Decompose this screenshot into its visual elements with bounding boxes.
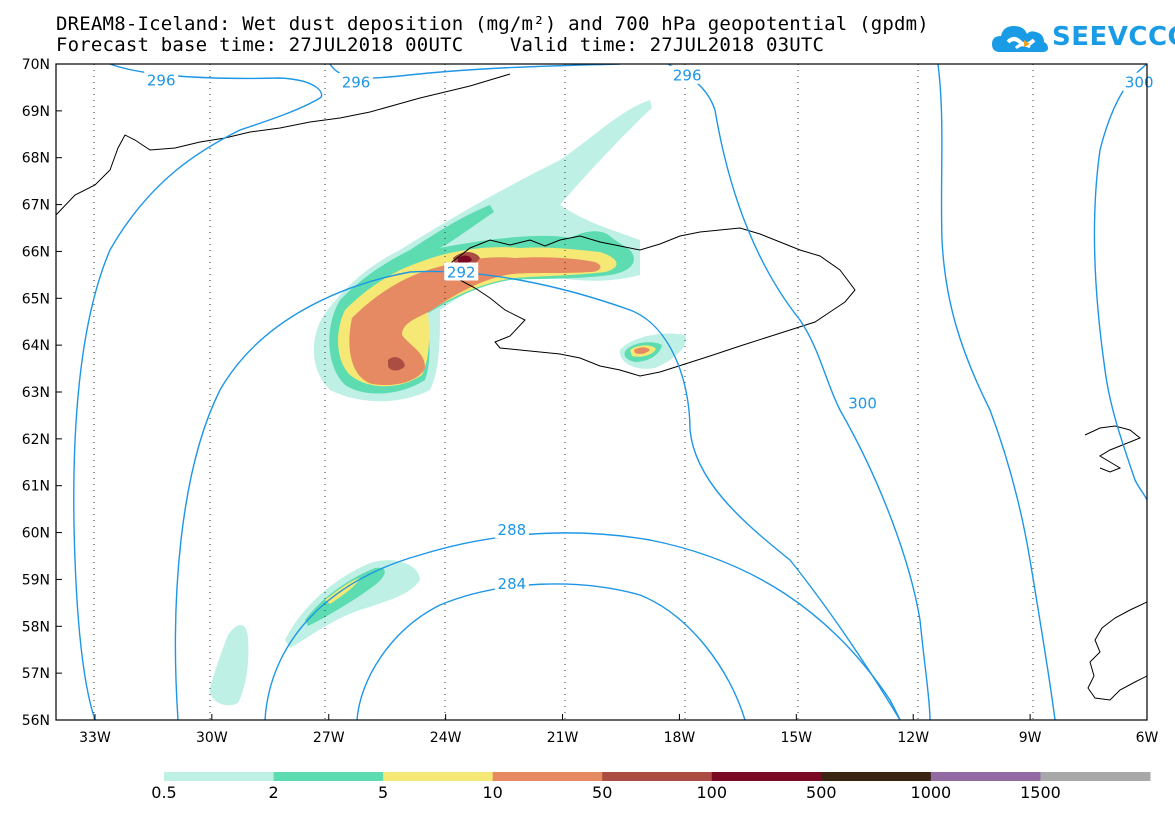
contour-296-east (667, 64, 931, 720)
seevccc-logo: SEEVCCC (990, 20, 1175, 60)
colorbar-swatch (273, 772, 384, 781)
colorbar-swatch (492, 772, 603, 781)
contour-300-east (1093, 64, 1147, 501)
contour-300 (937, 64, 1056, 720)
greenland-coast (56, 73, 511, 216)
latitude-label: 58N (22, 619, 50, 635)
longitude-label: 33W (79, 730, 111, 746)
colorbar-tick-label: 1500 (1020, 783, 1061, 802)
contour-label-bg (670, 65, 705, 84)
longitude-label: 9W (1019, 730, 1042, 746)
dust-patch-south-2 (305, 567, 385, 626)
scotland-coast (1087, 601, 1147, 701)
latitude-label: 57N (22, 666, 50, 682)
contour-label-bg (494, 574, 529, 593)
coastlines (56, 73, 1147, 701)
latitude-labels: 70N 69N 68N 67N 66N 65N 64N 63N 62N 61N 60N 59N 58N 5… (22, 57, 62, 729)
iceland-coast (451, 227, 856, 377)
colorbar-tick-label: 100 (696, 783, 728, 802)
colorbar-tick-label: 5 (378, 783, 389, 802)
colorbar-swatch (821, 772, 932, 781)
chart-title: DREAM8-Iceland: Wet dust deposition (mg/… (56, 13, 929, 35)
dust-patch-south (285, 560, 420, 648)
chart-subtitle: Forecast base time: 27JUL2018 00UTC Vali… (56, 34, 825, 56)
contour-label: 300 (848, 395, 877, 413)
contour-label: 300 (1125, 74, 1154, 92)
colorbar-tick-label: 10 (482, 783, 503, 802)
colorbar-swatch (383, 772, 494, 781)
colorbar (164, 772, 1151, 781)
dust-band-100 (458, 255, 472, 264)
colorbar-swatch (711, 772, 822, 781)
colorbar-swatch (164, 772, 275, 781)
dust-fields (209, 100, 686, 706)
latitude-label: 61N (22, 479, 50, 495)
longitude-label: 12W (897, 730, 929, 746)
contour-labels: 296 296 296 300 292 300 288 284 (144, 65, 1157, 593)
contour-284 (356, 583, 746, 720)
faroe-coast (1084, 425, 1141, 473)
latitude-label: 60N (22, 526, 50, 542)
contour-label-bg (494, 520, 529, 539)
latitude-label: 66N (22, 244, 50, 260)
contour-label-bg (1122, 72, 1157, 91)
dust-patch-west (209, 624, 249, 706)
map-background (56, 64, 1147, 720)
colorbar-tick-label: 0.5 (151, 783, 177, 802)
contour-label: 296 (147, 71, 176, 89)
contour-label-bg (444, 262, 479, 281)
colorbar-tick-label: 500 (806, 783, 837, 802)
latitude-label: 67N (22, 198, 50, 214)
colorbar-swatch (602, 772, 713, 781)
latitude-label: 65N (22, 291, 50, 307)
longitude-label: 27W (313, 730, 345, 746)
contour-label: 292 (447, 264, 476, 282)
longitude-label: 6W (1136, 730, 1159, 746)
logo-text: SEEVCCC (1052, 22, 1175, 52)
colorbar-tick-label: 50 (592, 783, 613, 802)
latitude-label: 70N (22, 57, 50, 73)
contour-label: 296 (342, 74, 371, 92)
cloud-icon (992, 26, 1048, 52)
contour-label-bg (845, 393, 880, 412)
latitude-label: 64N (22, 338, 50, 354)
latitude-label: 69N (22, 104, 50, 120)
latitude-label: 59N (22, 572, 50, 588)
contour-label: 288 (498, 521, 527, 539)
contour-label-bg (339, 72, 374, 91)
dust-patch-se-iceland-10 (634, 347, 650, 354)
geopotential-contours (73, 64, 1147, 720)
latitude-label: 63N (22, 385, 50, 401)
contour-label: 284 (498, 575, 527, 593)
colorbar-tick-label: 1000 (910, 783, 952, 802)
contour-label-bg (144, 70, 179, 89)
dust-band-10 (349, 257, 601, 386)
longitude-label: 24W (430, 730, 462, 746)
longitude-labels: 33W 30W 27W 24W 21W 18W 15W 12W 9W 6W (79, 714, 1159, 746)
contour-296-top (73, 64, 323, 720)
latitude-label: 62N (22, 432, 50, 448)
colorbar-swatch (1040, 772, 1151, 781)
latitude-label: 68N (22, 151, 50, 167)
longitude-label: 21W (547, 730, 579, 746)
contour-288 (264, 532, 901, 720)
contour-292 (174, 270, 901, 720)
contour-label: 296 (673, 67, 702, 85)
latitude-label: 56N (22, 713, 50, 729)
colorbar-tick-label: 2 (268, 783, 279, 802)
longitude-label: 18W (664, 730, 696, 746)
colorbar-swatch (930, 772, 1041, 781)
longitude-label: 15W (780, 730, 812, 746)
longitude-label: 30W (196, 730, 228, 746)
